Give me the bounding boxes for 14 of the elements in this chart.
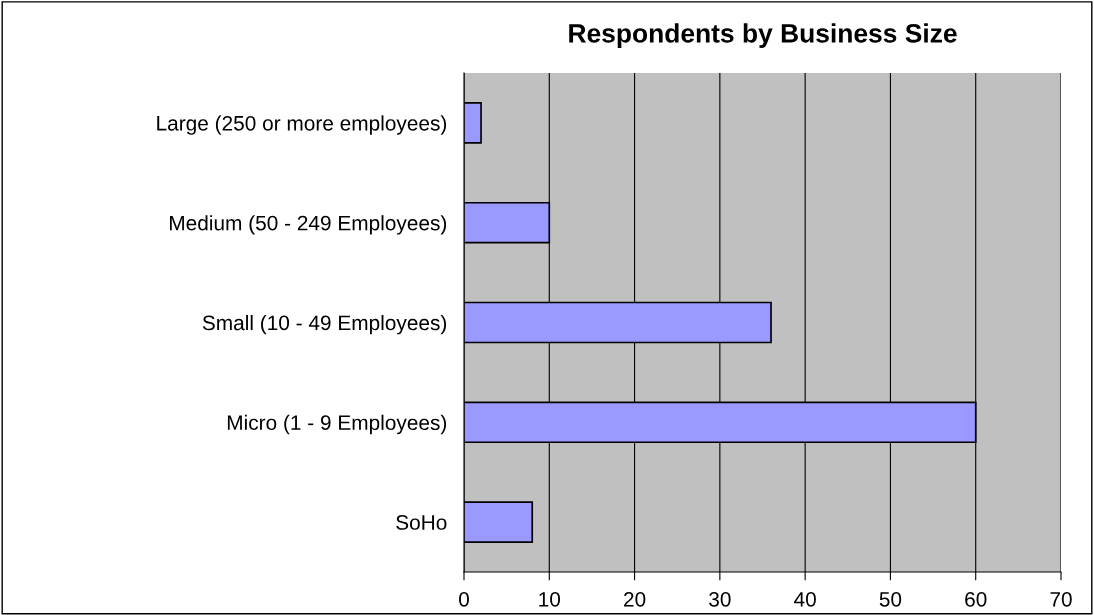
x-tick-label: 70 [1050,591,1072,607]
x-tick-label: 50 [879,591,902,607]
chart-title: Respondents by Business Size [569,23,957,48]
x-tick-label: 20 [624,591,646,607]
x-tick-label: 10 [539,591,561,607]
y-tick-label: Large (250 or more employees) [157,115,447,135]
x-tick-label: 60 [965,591,987,607]
y-tick-label: SoHo [396,515,447,530]
y-tick-label: Medium (50 - 249 Employees) [170,215,447,235]
y-tick-label: Small (10 - 49 Employees) [202,314,447,335]
x-tick-label: 40 [794,591,816,607]
x-tick-label: 0 [459,591,469,607]
x-tick-label: 30 [709,591,731,607]
y-tick-label: Micro (1 - 9 Employees) [227,414,447,435]
